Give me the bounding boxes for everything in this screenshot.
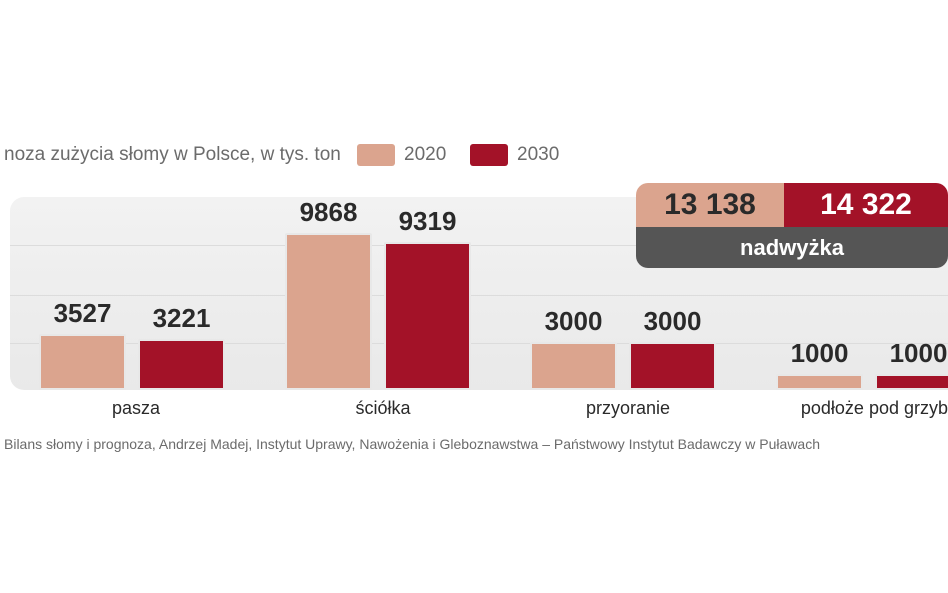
source-note: Bilans słomy i prognoza, Andrzej Madej, … bbox=[4, 436, 820, 452]
legend-swatch-2020 bbox=[357, 144, 395, 166]
category-label-0: pasza bbox=[111, 398, 161, 418]
bar-2030-0 bbox=[138, 338, 225, 390]
surplus-value-2020: 13 138 bbox=[636, 183, 784, 227]
bar-label-2020-1: 9868 bbox=[299, 197, 358, 227]
legend-item-2030: 2030 bbox=[470, 144, 559, 166]
bar-2030-3 bbox=[875, 374, 948, 390]
category-label-3: podłoże pod grzyb bbox=[800, 398, 948, 418]
category-label-1: ściółka bbox=[355, 398, 411, 418]
bar-2030-1 bbox=[384, 241, 471, 390]
bar-label-2030-3: 1000 bbox=[889, 338, 948, 369]
chart-title: noza zużycia słomy w Polsce, w tys. ton bbox=[4, 144, 341, 165]
surplus-values: 13 138 14 322 bbox=[636, 183, 948, 227]
grid-line bbox=[10, 245, 948, 246]
bar-2020-3 bbox=[776, 374, 863, 390]
bar-label-2030-0: 3221 bbox=[152, 302, 211, 333]
grid-line bbox=[10, 295, 948, 296]
surplus-badge: 13 138 14 322 nadwyżka bbox=[636, 183, 948, 270]
legend-swatch-2030 bbox=[470, 144, 508, 166]
surplus-value-2030: 14 322 bbox=[784, 183, 948, 227]
bar-label-2020-0: 3527 bbox=[53, 297, 112, 328]
legend-label-2020: 2020 bbox=[404, 144, 447, 165]
bar-label-2020-2: 3000 bbox=[544, 306, 603, 337]
bar-2020-0 bbox=[39, 333, 126, 390]
bar-label-2020-3: 1000 bbox=[790, 338, 849, 369]
category-label-2: przyoranie bbox=[585, 398, 671, 418]
legend-item-2020: 2020 bbox=[357, 144, 446, 166]
bar-label-2030-2: 3000 bbox=[643, 306, 702, 337]
surplus-label: nadwyżka bbox=[636, 227, 948, 268]
bar-label-2030-1: 9319 bbox=[398, 205, 457, 236]
bar-2020-1 bbox=[285, 233, 372, 390]
grid-line bbox=[10, 343, 948, 344]
legend-label-2030: 2030 bbox=[517, 144, 560, 165]
bar-2030-2 bbox=[629, 342, 716, 390]
bar-2020-2 bbox=[530, 342, 617, 390]
